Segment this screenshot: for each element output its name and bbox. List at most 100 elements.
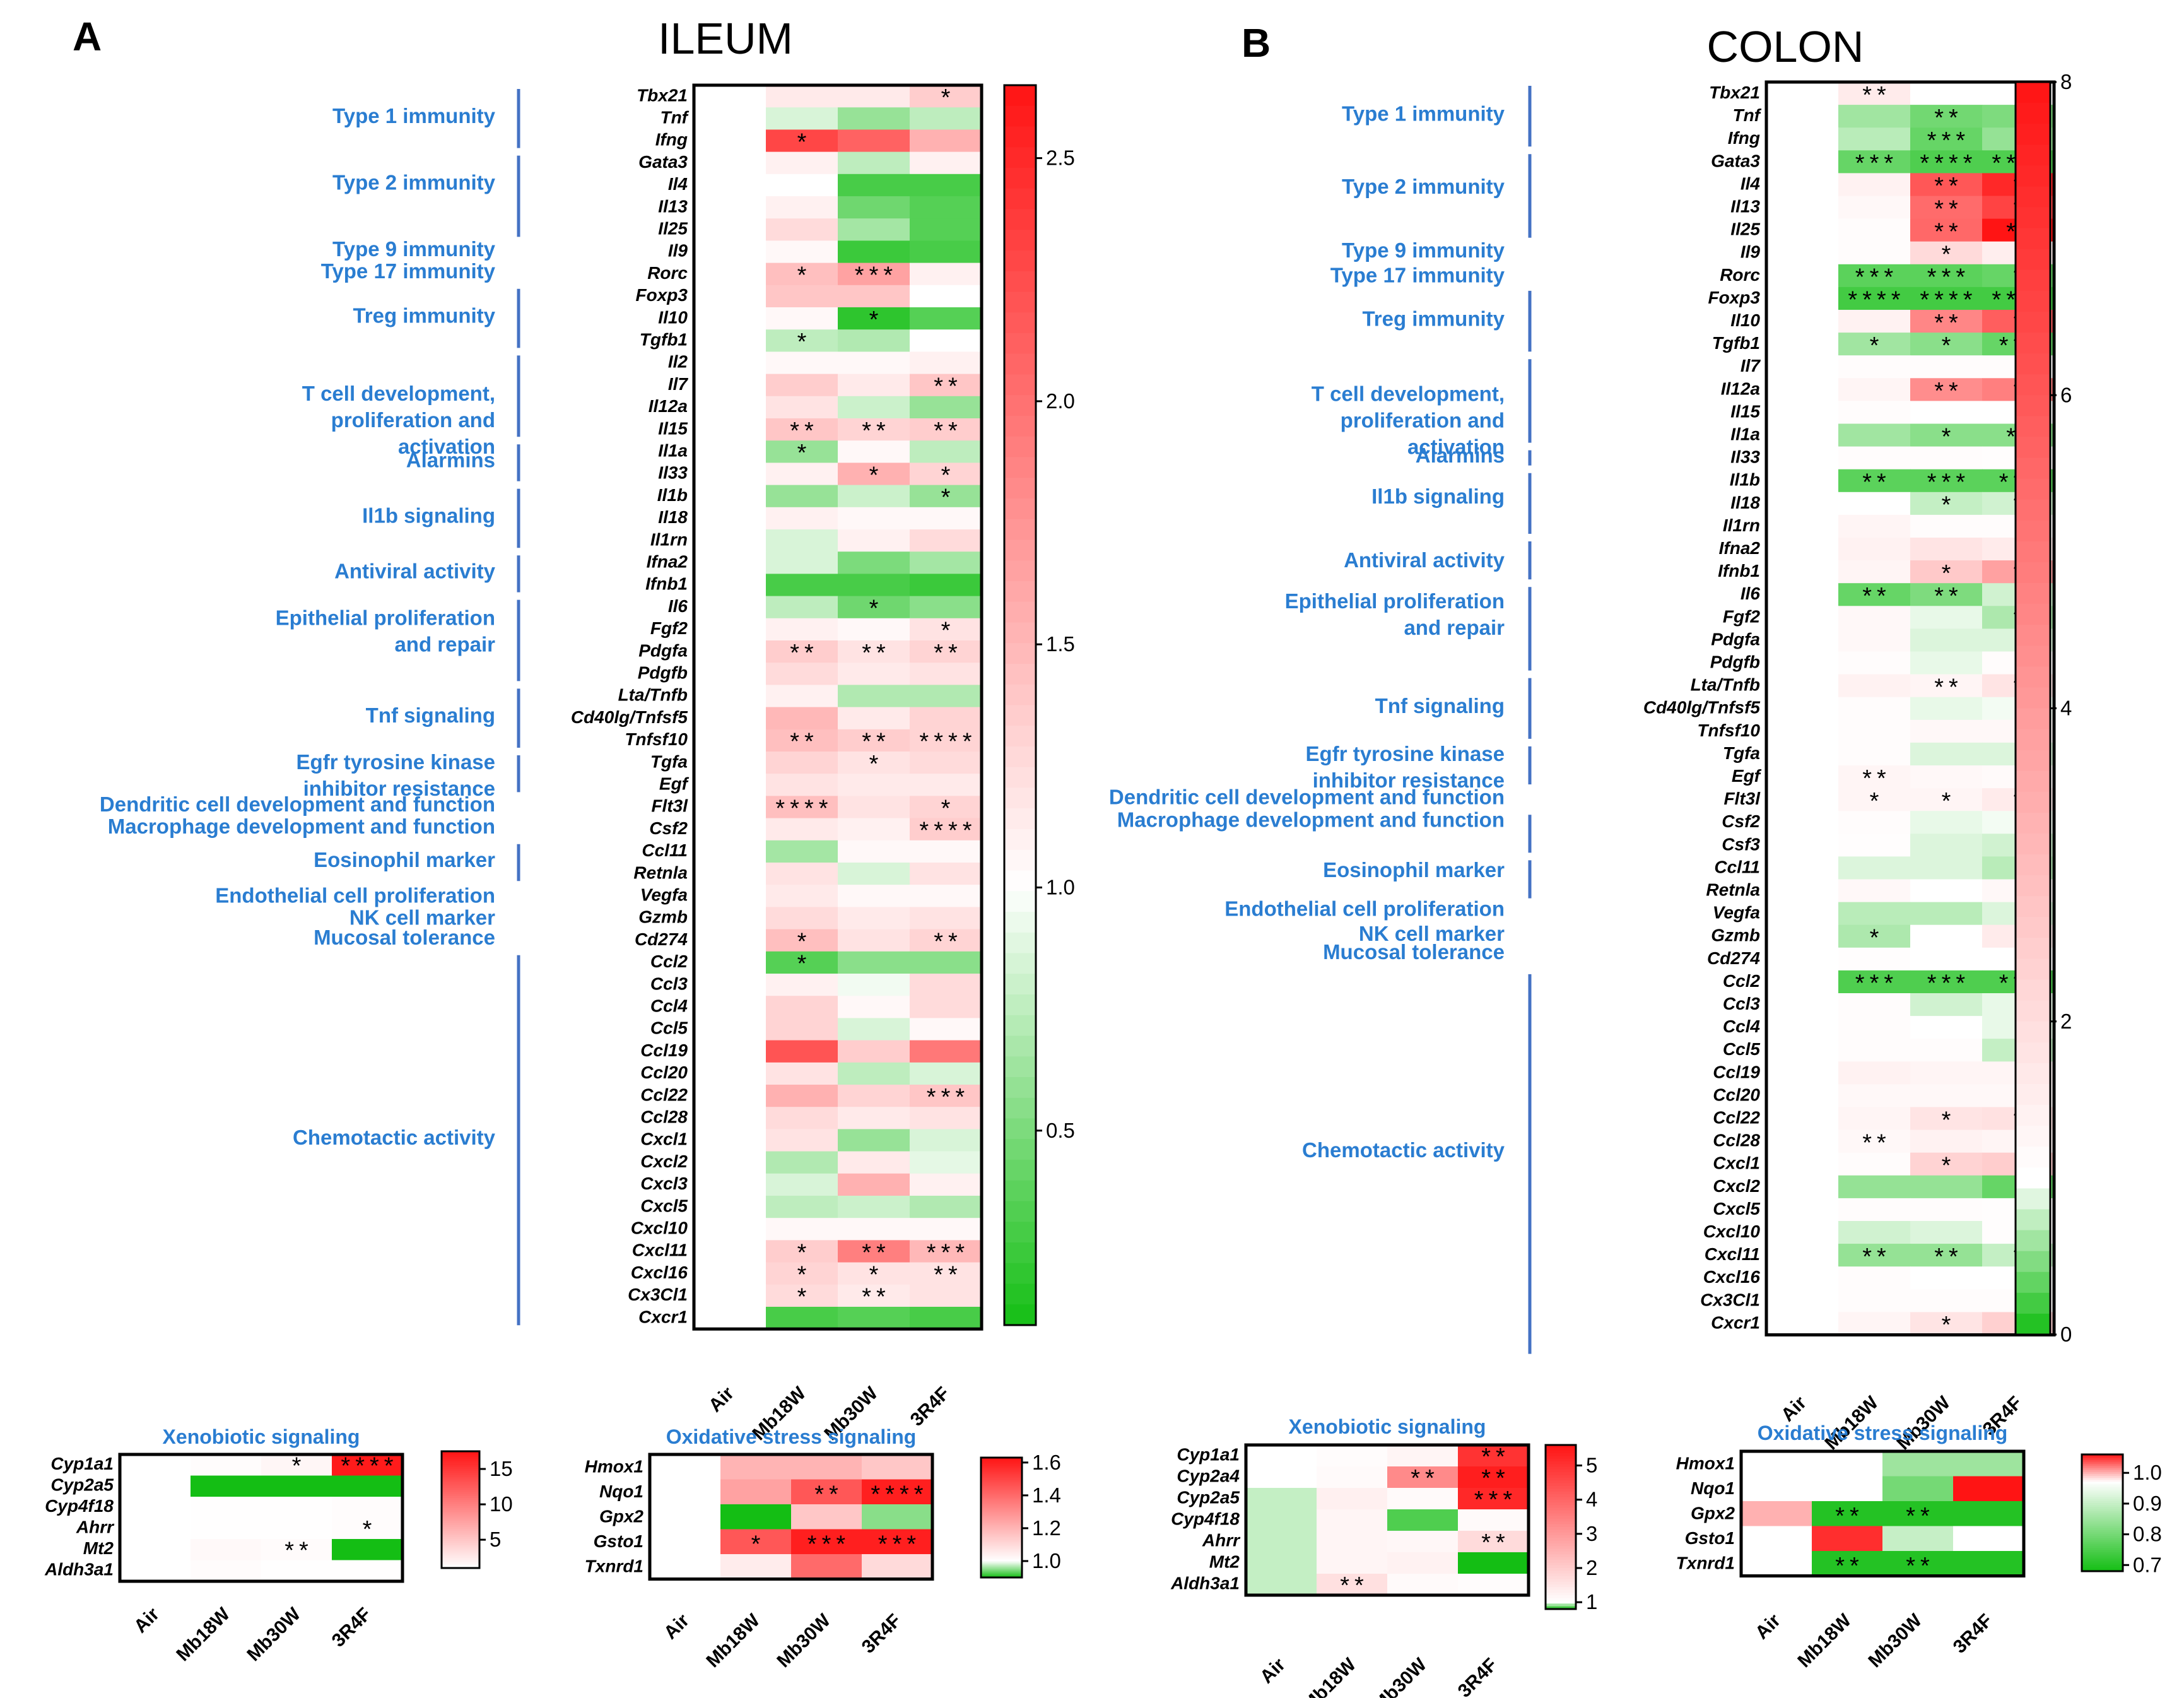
colorbar-segment xyxy=(981,1551,1022,1554)
heat-cell xyxy=(650,1479,721,1505)
gene-label: Ccl4 xyxy=(1723,1017,1761,1036)
heat-cell xyxy=(1387,1531,1459,1553)
colorbar-segment xyxy=(981,1554,1022,1556)
gene-label: Il10 xyxy=(658,307,688,327)
colorbar-segment xyxy=(2082,1534,2123,1537)
colorbar-segment xyxy=(1546,1557,1576,1560)
colorbar-segment xyxy=(2016,269,2050,292)
colorbar-segment xyxy=(1546,1603,1576,1607)
significance-mark: * xyxy=(1939,1155,1954,1182)
category-label-line: Type 2 immunity xyxy=(1342,175,1505,198)
heat-cell xyxy=(910,151,982,175)
heat-cell xyxy=(1910,355,1983,379)
colorbar-segment xyxy=(1004,374,1036,396)
heat-cell xyxy=(838,863,910,885)
heat-cell xyxy=(1766,811,1839,834)
colorbar-segment xyxy=(981,1557,1022,1560)
gene-label: Ccl28 xyxy=(1713,1131,1760,1150)
heat-cell xyxy=(910,240,982,264)
heat-cell xyxy=(910,818,982,841)
colorbar-segment xyxy=(2016,437,2050,459)
heat-cell xyxy=(838,596,910,619)
heat-cell xyxy=(1910,651,1983,675)
colorbar-segment xyxy=(2082,1482,2123,1485)
colorbar-frame xyxy=(1544,1444,1577,1610)
heat-cell xyxy=(1838,1266,1911,1290)
colorbar-segment xyxy=(981,1459,1022,1463)
category-label: Eosinophil marker xyxy=(1323,858,1505,881)
colorbar-segment xyxy=(442,1468,479,1471)
heat-cell xyxy=(1910,82,1983,105)
significance-mark: * xyxy=(360,1518,375,1545)
heat-cell xyxy=(1766,469,1839,493)
heat-cell xyxy=(862,1504,933,1530)
significance-mark: * xyxy=(1939,426,1954,453)
heat-cell xyxy=(1838,993,1911,1017)
colorbar-segment xyxy=(2082,1511,2123,1514)
colorbar-segment xyxy=(442,1480,479,1483)
heat-cell xyxy=(766,885,838,907)
heat-cell xyxy=(766,196,838,219)
gene-label: Il9 xyxy=(668,241,688,261)
heat-cell xyxy=(910,418,982,441)
heat-cell xyxy=(1882,1476,1954,1502)
heat-cell xyxy=(261,1475,332,1497)
category-label: Epithelial proliferation and repair xyxy=(1285,589,1505,639)
gene-label: Cxcl16 xyxy=(1703,1267,1761,1287)
heat-cell xyxy=(1766,333,1839,356)
colorbar-segment xyxy=(1546,1581,1576,1585)
gene-label: Cd274 xyxy=(635,929,688,949)
category-label: Dendritic cell development and function xyxy=(1109,785,1505,808)
colorbar-segment xyxy=(1546,1606,1576,1610)
heat-cell xyxy=(1910,173,1983,197)
heat-cell xyxy=(838,551,910,574)
gene-label: Il12a xyxy=(649,396,688,416)
heat-cell xyxy=(766,685,838,708)
heat-cell xyxy=(1882,1551,1954,1577)
heat-cell xyxy=(766,707,838,730)
heat-cell xyxy=(766,951,838,974)
heat-cell xyxy=(791,1454,862,1480)
heat-cell xyxy=(1838,1289,1911,1312)
colorbar-segment xyxy=(2082,1565,2123,1568)
heat-cell xyxy=(1766,697,1839,721)
colorbar-segment xyxy=(1004,974,1036,995)
category-label-line: inhibitor resistance xyxy=(303,777,495,800)
heat-cell xyxy=(910,463,982,486)
gene-label: Il18 xyxy=(1730,493,1760,512)
heat-cell xyxy=(694,1284,766,1307)
heat-cell xyxy=(838,1107,910,1129)
heat-cell xyxy=(1766,1061,1839,1085)
colorbar-segment xyxy=(2016,958,2050,981)
heat-cell xyxy=(1766,1244,1839,1267)
heat-cell xyxy=(766,174,838,197)
colorbar-segment xyxy=(2082,1520,2123,1523)
heat-cell xyxy=(1317,1488,1388,1510)
significance-mark: * xyxy=(795,931,809,958)
colorbar-segment xyxy=(2016,499,2050,521)
column-label: Air xyxy=(705,1383,738,1416)
colorbar-segment xyxy=(981,1477,1022,1480)
category-label: Type 17 immunity xyxy=(1330,264,1505,287)
heat-cell xyxy=(1910,492,1983,516)
category-label: T cell development, proliferation and acti… xyxy=(1312,382,1505,458)
colorbar-segment xyxy=(1004,478,1036,499)
heat-cell xyxy=(191,1560,262,1582)
heat-cell xyxy=(1766,1221,1839,1244)
colorbar-segment xyxy=(2016,124,2050,146)
gene-label: Il13 xyxy=(658,196,688,216)
column-label: Air xyxy=(1256,1654,1289,1687)
heat-cell xyxy=(910,396,982,419)
heat-cell xyxy=(766,1018,838,1041)
heat-cell xyxy=(1838,719,1911,743)
heat-cell xyxy=(1766,378,1839,401)
heat-cell xyxy=(1387,1574,1459,1596)
heat-cell xyxy=(838,1173,910,1196)
gene-label: Ccl22 xyxy=(640,1085,688,1104)
category-label-line: Il1b signaling xyxy=(362,504,495,527)
colorbar-segment xyxy=(1546,1516,1576,1519)
significance-mark: * xyxy=(867,1264,881,1291)
colorbar-segment xyxy=(981,1494,1022,1496)
panel-a-letter: A xyxy=(73,14,102,59)
